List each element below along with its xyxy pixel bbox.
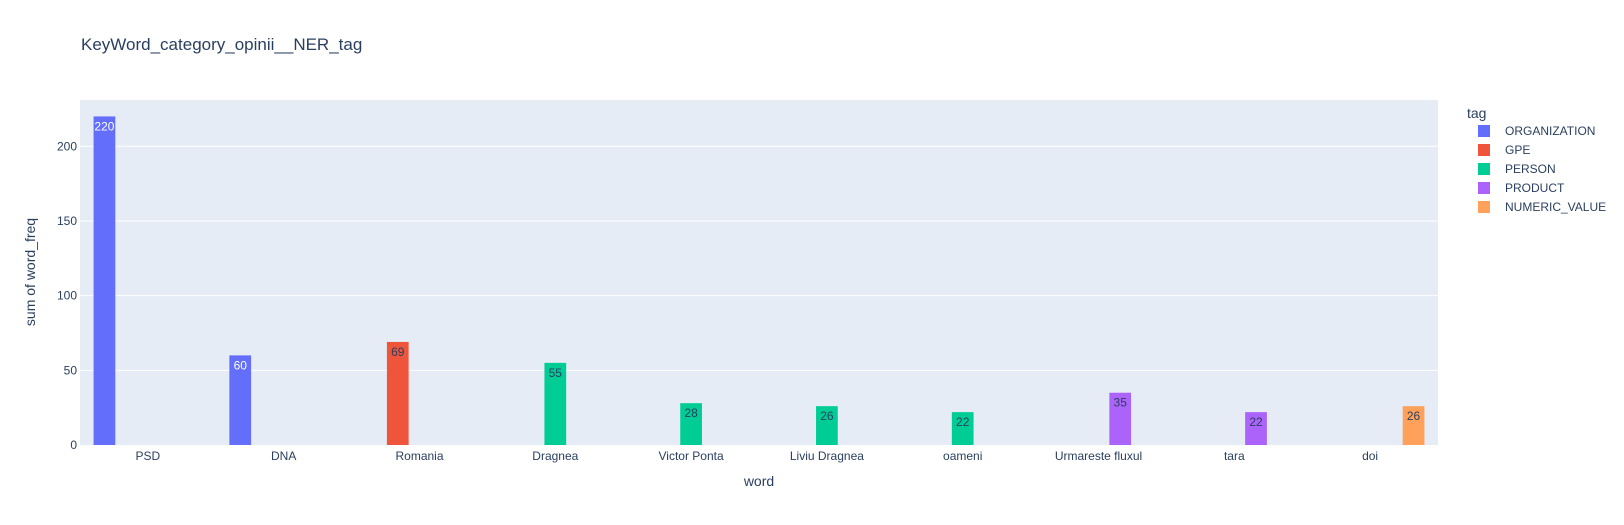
data-label: 220 [94, 119, 114, 133]
data-label: 28 [684, 406, 698, 420]
data-label: 22 [956, 415, 970, 429]
x-tick-label: oameni [943, 449, 982, 463]
bar [93, 116, 116, 445]
x-tick-label: Liviu Dragnea [790, 449, 864, 463]
chart-title: KeyWord_category_opinii__NER_tag [81, 35, 362, 54]
y-tick-label: 200 [57, 139, 77, 153]
data-label: 55 [549, 366, 563, 380]
x-tick-label: Urmareste fluxul [1055, 449, 1142, 463]
bar [1245, 412, 1267, 445]
legend: tag ORGANIZATION GPE PERSON PRODUCT NUMERIC_… [1467, 105, 1606, 214]
data-label: 35 [1114, 396, 1128, 410]
x-tick-label: DNA [271, 449, 296, 463]
data-label: 60 [234, 358, 248, 372]
legend-label: PRODUCT [1505, 181, 1565, 195]
x-tick-label: Dragnea [532, 449, 578, 463]
x-tick-label: tara [1224, 449, 1245, 463]
data-label: 22 [1249, 415, 1263, 429]
x-tick-label: Romania [395, 449, 443, 463]
legend-swatch [1478, 182, 1490, 194]
bar [229, 355, 252, 445]
x-tick-label: PSD [136, 449, 161, 463]
bar [680, 403, 702, 445]
x-tick-label: Victor Ponta [659, 449, 724, 463]
legend-label: NUMERIC_VALUE [1505, 200, 1606, 214]
legend-swatch [1478, 163, 1490, 175]
legend-label: PERSON [1505, 162, 1556, 176]
x-axis-ticks: PSD DNA Romania Dragnea Victor Ponta Liviu Dr… [136, 449, 1379, 463]
data-label: 69 [391, 345, 405, 359]
plot-area [80, 100, 1438, 445]
legend-swatch [1478, 144, 1490, 156]
y-tick-label: 100 [57, 289, 77, 303]
bar [816, 406, 838, 445]
data-label: 26 [1407, 409, 1421, 423]
y-tick-label: 150 [57, 214, 77, 228]
bar [1109, 392, 1132, 445]
bar [1402, 406, 1425, 445]
legend-swatch [1478, 201, 1490, 213]
y-tick-label: 0 [70, 438, 77, 452]
bar [544, 362, 567, 445]
data-label: 26 [820, 409, 834, 423]
legend-label: ORGANIZATION [1505, 124, 1595, 138]
bar [386, 341, 409, 445]
legend-title: tag [1467, 105, 1486, 121]
gridlines [80, 145, 1438, 371]
x-tick-label: doi [1362, 449, 1378, 463]
bars: 220 60 69 55 28 26 22 35 22 26 [93, 116, 1425, 445]
legend-swatch [1478, 125, 1490, 137]
legend-label: GPE [1505, 143, 1530, 157]
bar [951, 412, 974, 445]
x-axis-title: word [743, 473, 774, 489]
y-axis-title: sum of word_freq [22, 218, 38, 326]
y-tick-label: 50 [64, 363, 78, 377]
y-axis-ticks: 0 50 100 150 200 [57, 139, 77, 452]
